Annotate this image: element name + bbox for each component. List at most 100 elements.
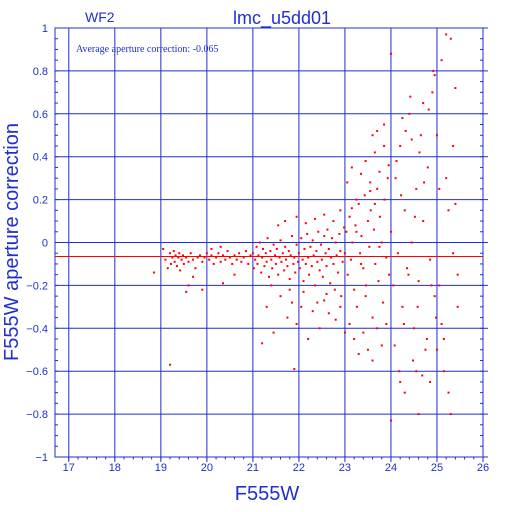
data-point: [284, 245, 287, 248]
data-point: [369, 181, 372, 184]
x-tick-label: 18: [109, 462, 121, 474]
data-point: [374, 262, 377, 265]
data-point: [169, 252, 172, 255]
data-point: [338, 232, 341, 235]
data-point: [177, 256, 180, 259]
data-point: [396, 252, 399, 255]
data-point: [284, 220, 287, 223]
average-correction-annotation: Average aperture correction: -0.065: [76, 44, 219, 55]
data-point: [410, 138, 413, 141]
data-point: [326, 228, 329, 231]
data-point: [304, 222, 307, 225]
data-point: [325, 292, 328, 295]
data-point: [399, 144, 402, 147]
data-point: [174, 254, 177, 257]
data-point: [180, 258, 183, 261]
data-point: [201, 260, 204, 263]
y-tick-label: −1: [35, 452, 48, 464]
data-point: [330, 256, 333, 259]
data-point: [442, 338, 445, 341]
data-point: [421, 374, 424, 377]
data-point: [398, 370, 401, 373]
data-point: [334, 241, 337, 244]
data-point: [355, 305, 358, 308]
data-point: [364, 159, 367, 162]
data-point: [366, 220, 369, 223]
data-point: [296, 260, 299, 263]
data-point: [235, 258, 238, 261]
data-point: [321, 275, 324, 278]
data-point: [422, 102, 425, 105]
data-point: [449, 413, 452, 416]
data-point: [402, 323, 405, 326]
data-point: [380, 344, 383, 347]
data-point: [346, 273, 349, 276]
data-point: [179, 269, 182, 272]
data-point: [274, 262, 277, 265]
x-tick-label: 25: [431, 462, 443, 474]
data-point: [355, 230, 358, 233]
data-point: [261, 342, 264, 345]
data-point: [429, 380, 432, 383]
data-point: [404, 129, 407, 132]
y-axis-label: F555W aperture correction: [1, 123, 23, 361]
data-point: [277, 224, 280, 227]
y-tick-label: 0.4: [33, 152, 48, 164]
data-point: [192, 275, 195, 278]
data-point: [399, 380, 402, 383]
data-point: [423, 181, 426, 184]
data-point: [175, 265, 178, 268]
data-point: [178, 252, 181, 255]
data-point: [261, 256, 264, 259]
data-point: [340, 295, 343, 298]
data-point: [304, 262, 307, 265]
data-point: [371, 359, 374, 362]
data-point: [385, 256, 388, 259]
data-point: [164, 258, 167, 261]
data-point: [252, 267, 255, 270]
data-point: [363, 194, 366, 197]
x-tick-label: 21: [247, 462, 259, 474]
x-tick-label: 26: [477, 462, 489, 474]
data-point: [409, 95, 412, 98]
data-point: [181, 254, 184, 257]
data-point: [323, 213, 326, 216]
data-point: [368, 245, 371, 248]
data-point: [435, 348, 438, 351]
data-point: [371, 316, 374, 319]
data-point: [401, 305, 404, 308]
data-point: [315, 250, 318, 253]
data-point: [228, 256, 231, 259]
data-point: [192, 258, 195, 261]
data-point: [297, 252, 300, 255]
y-tick-label: 0: [42, 238, 48, 250]
data-point: [418, 151, 421, 154]
data-point: [233, 273, 236, 276]
data-point: [171, 256, 174, 259]
data-point: [452, 252, 455, 255]
data-point: [415, 370, 418, 373]
data-point: [332, 262, 335, 265]
y-tick-label: −0.2: [26, 280, 48, 292]
data-point: [254, 258, 257, 261]
data-point: [386, 177, 389, 180]
data-point: [378, 245, 381, 248]
data-point: [325, 265, 328, 268]
data-point: [429, 258, 432, 261]
data-point: [388, 273, 391, 276]
data-point: [380, 241, 383, 244]
data-point: [346, 181, 349, 184]
x-tick-label: 20: [201, 462, 213, 474]
data-point: [348, 323, 351, 326]
data-point: [255, 245, 258, 248]
data-point: [366, 348, 369, 351]
data-point: [318, 269, 321, 272]
data-point: [430, 284, 433, 287]
data-point: [172, 250, 175, 253]
data-point: [413, 215, 416, 218]
data-point: [152, 271, 155, 274]
data-point: [334, 318, 337, 321]
data-point: [407, 273, 410, 276]
data-point: [378, 215, 381, 218]
